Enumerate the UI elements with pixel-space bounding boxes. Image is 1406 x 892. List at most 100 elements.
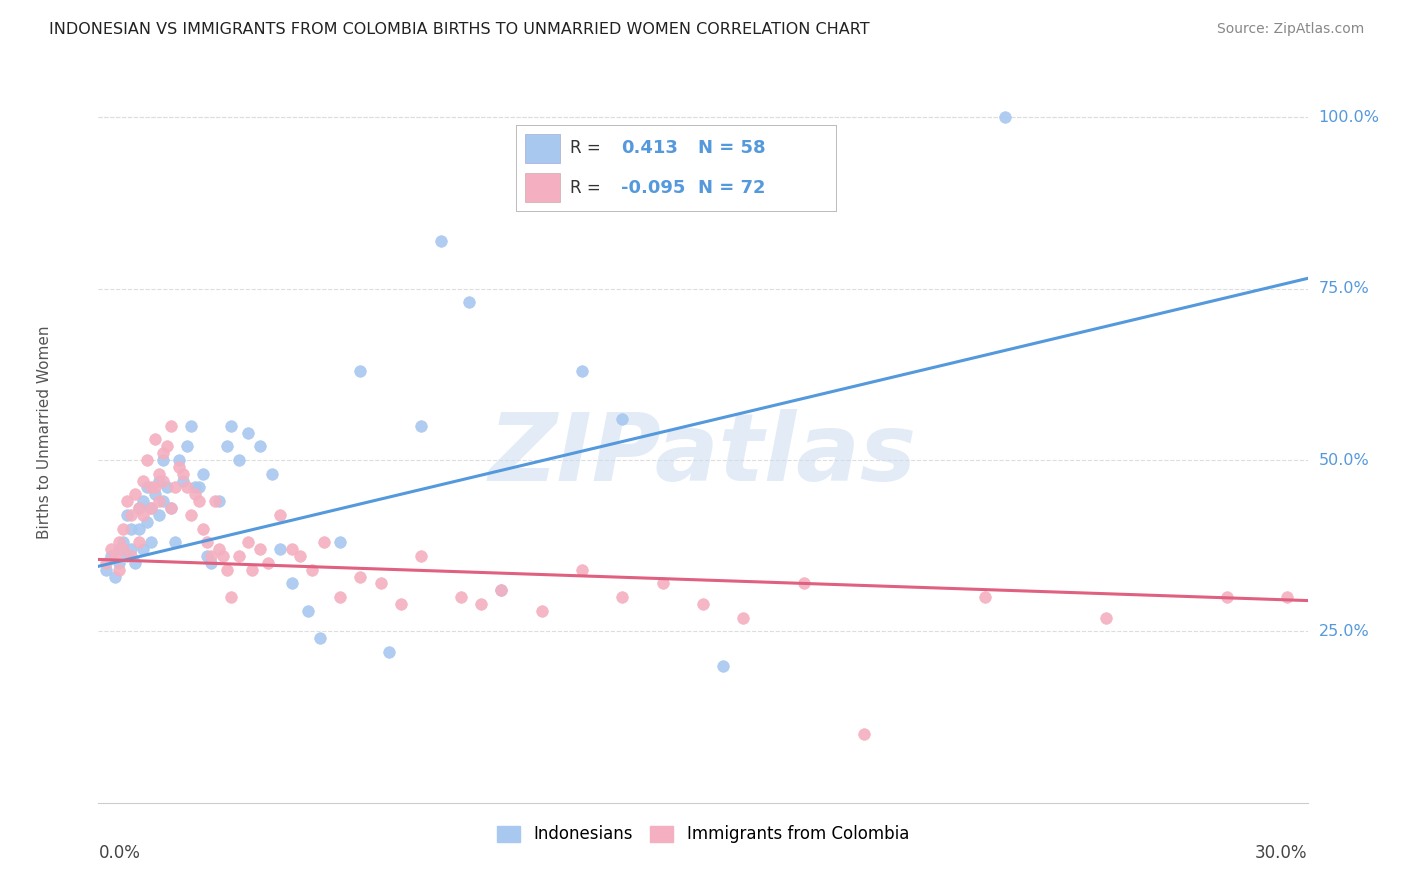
Point <box>124 556 146 570</box>
Point <box>143 480 166 494</box>
Point <box>160 501 183 516</box>
Point <box>450 590 472 604</box>
Point <box>269 542 291 557</box>
Point <box>120 522 142 536</box>
Point <box>1095 610 1118 624</box>
Point <box>167 459 190 474</box>
Point <box>491 583 513 598</box>
Point <box>111 542 134 557</box>
Point <box>143 487 166 501</box>
Text: 0.0%: 0.0% <box>98 844 141 862</box>
Point <box>314 535 336 549</box>
Text: ZIPatlas: ZIPatlas <box>489 409 917 500</box>
Point <box>249 542 271 557</box>
Point <box>132 474 155 488</box>
Point <box>107 563 129 577</box>
Point <box>221 590 243 604</box>
Legend: Indonesians, Immigrants from Colombia: Indonesians, Immigrants from Colombia <box>491 819 915 850</box>
Point <box>349 569 371 583</box>
Point <box>409 549 432 563</box>
Text: INDONESIAN VS IMMIGRANTS FROM COLOMBIA BIRTHS TO UNMARRIED WOMEN CORRELATION CHA: INDONESIAN VS IMMIGRANTS FROM COLOMBIA B… <box>49 22 870 37</box>
Point <box>135 480 157 494</box>
Point <box>329 590 352 604</box>
Point <box>470 597 492 611</box>
Point <box>111 522 134 536</box>
Point <box>249 439 271 453</box>
Point <box>115 549 138 563</box>
Point <box>571 364 593 378</box>
Point <box>195 549 218 563</box>
Point <box>148 467 170 481</box>
Point <box>139 480 162 494</box>
Point <box>329 535 352 549</box>
Point <box>692 597 714 611</box>
Point <box>200 556 222 570</box>
Point <box>132 542 155 557</box>
Point <box>409 418 432 433</box>
Point <box>571 563 593 577</box>
Point <box>974 590 997 604</box>
Point <box>530 604 553 618</box>
Point <box>228 549 250 563</box>
Point <box>96 556 118 570</box>
Point <box>195 535 218 549</box>
Point <box>1216 590 1239 604</box>
Point <box>1277 590 1299 604</box>
Point <box>167 453 190 467</box>
Point <box>176 439 198 453</box>
Text: Births to Unmarried Women: Births to Unmarried Women <box>37 326 52 540</box>
Point <box>208 542 231 557</box>
Point <box>132 508 155 522</box>
Point <box>188 494 211 508</box>
Point <box>228 453 250 467</box>
Point <box>200 549 222 563</box>
Point <box>156 439 179 453</box>
Point <box>160 501 183 516</box>
Point <box>370 576 392 591</box>
Point <box>733 610 755 624</box>
Point <box>111 535 134 549</box>
Point <box>115 508 138 522</box>
Point <box>281 542 304 557</box>
Point <box>139 501 162 516</box>
Point <box>160 418 183 433</box>
Point <box>458 295 481 310</box>
Point <box>297 604 319 618</box>
Point <box>180 418 202 433</box>
Point <box>217 439 239 453</box>
Point <box>288 549 311 563</box>
Point <box>491 583 513 598</box>
Text: 25.0%: 25.0% <box>1319 624 1369 639</box>
Point <box>301 563 323 577</box>
Point <box>212 549 235 563</box>
Point <box>156 480 179 494</box>
Point <box>172 467 194 481</box>
Point <box>107 535 129 549</box>
Point <box>180 508 202 522</box>
Point <box>430 234 453 248</box>
Point <box>176 480 198 494</box>
Point <box>139 501 162 516</box>
Point <box>128 501 150 516</box>
Point <box>152 474 174 488</box>
Point <box>163 535 186 549</box>
Point <box>120 508 142 522</box>
Point <box>188 480 211 494</box>
Point <box>128 535 150 549</box>
Point <box>377 645 399 659</box>
Point <box>256 556 278 570</box>
Point <box>994 110 1017 124</box>
Point <box>148 494 170 508</box>
Point <box>204 494 226 508</box>
Point <box>651 576 673 591</box>
Text: 100.0%: 100.0% <box>1319 110 1379 125</box>
Point <box>793 576 815 591</box>
Point <box>208 494 231 508</box>
Point <box>281 576 304 591</box>
Text: 50.0%: 50.0% <box>1319 452 1369 467</box>
Text: Source: ZipAtlas.com: Source: ZipAtlas.com <box>1216 22 1364 37</box>
Point <box>612 590 634 604</box>
Point <box>269 508 291 522</box>
Point <box>152 453 174 467</box>
Point <box>184 480 207 494</box>
